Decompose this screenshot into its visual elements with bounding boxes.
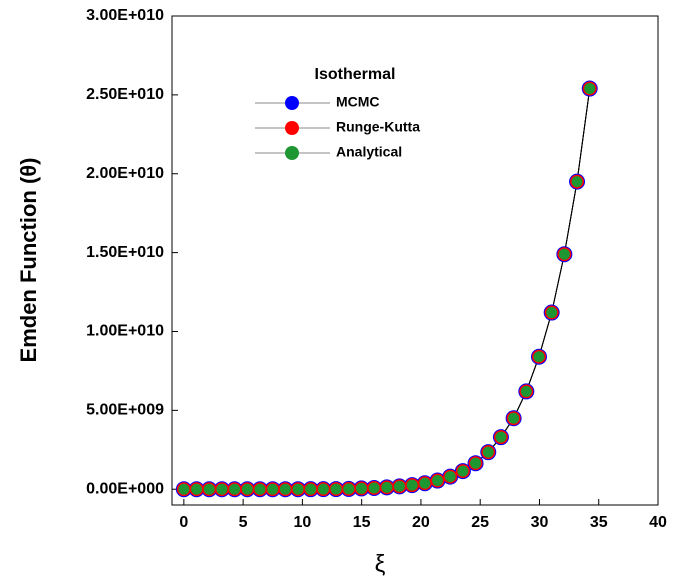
x-tick-label: 35: [590, 514, 608, 531]
marker: [432, 475, 444, 487]
y-tick-label: 2.50E+010: [86, 86, 164, 103]
marker: [203, 483, 215, 495]
marker: [216, 483, 228, 495]
y-tick-label: 1.00E+010: [86, 323, 164, 340]
marker: [381, 481, 393, 493]
y-axis-label: Emden Function (θ): [16, 158, 41, 363]
x-tick-label: 40: [649, 514, 667, 531]
marker: [533, 351, 545, 363]
marker: [267, 483, 279, 495]
marker: [546, 307, 558, 319]
marker: [419, 477, 431, 489]
x-tick-label: 10: [293, 514, 311, 531]
marker: [508, 412, 520, 424]
legend-label: Analytical: [336, 144, 402, 160]
marker: [457, 465, 469, 477]
x-tick-label: 20: [412, 514, 430, 531]
marker: [229, 483, 241, 495]
marker: [330, 483, 342, 495]
marker: [317, 483, 329, 495]
plot-frame: [171, 15, 659, 506]
legend-marker: [285, 146, 299, 160]
y-tick-label: 0.00E+000: [86, 480, 164, 497]
marker: [355, 482, 367, 494]
marker: [482, 446, 494, 458]
marker: [444, 471, 456, 483]
marker: [254, 483, 266, 495]
marker: [292, 483, 304, 495]
legend-label: MCMC: [336, 94, 380, 110]
legend-marker: [285, 96, 299, 110]
marker: [305, 483, 317, 495]
marker: [520, 385, 532, 397]
x-tick-label: 0: [179, 514, 188, 531]
marker: [406, 479, 418, 491]
y-tick-label: 5.00E+009: [86, 402, 164, 419]
x-tick-label: 25: [471, 514, 489, 531]
marker: [279, 483, 291, 495]
marker: [571, 176, 583, 188]
marker: [393, 480, 405, 492]
legend-title: Isothermal: [315, 66, 396, 83]
legend-label: Runge-Kutta: [336, 119, 420, 135]
x-tick-label: 5: [239, 514, 248, 531]
marker: [495, 431, 507, 443]
marker: [241, 483, 253, 495]
marker: [178, 483, 190, 495]
x-tick-label: 15: [353, 514, 371, 531]
x-tick-label: 30: [531, 514, 549, 531]
marker: [584, 83, 596, 95]
y-tick-label: 1.50E+010: [86, 244, 164, 261]
y-tick-label: 3.00E+010: [86, 7, 164, 24]
legend-marker: [285, 121, 299, 135]
y-tick-label: 2.00E+010: [86, 165, 164, 182]
marker: [343, 483, 355, 495]
marker: [558, 248, 570, 260]
marker: [191, 483, 203, 495]
marker: [470, 457, 482, 469]
marker: [368, 482, 380, 494]
x-axis-label: ξ: [375, 550, 386, 577]
